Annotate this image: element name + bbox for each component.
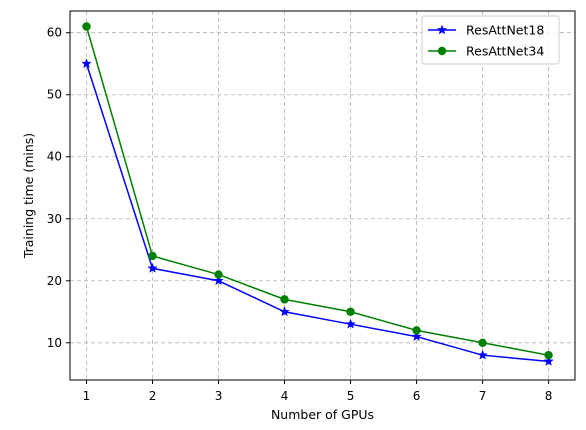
data-point-resattnet34 bbox=[412, 326, 421, 335]
x-tick-label: 7 bbox=[479, 389, 487, 403]
legend: ResAttNet18 ResAttNet34 bbox=[421, 15, 560, 65]
legend-label: ResAttNet34 bbox=[466, 44, 544, 59]
series-resattnet34 bbox=[82, 22, 553, 360]
data-point-resattnet34 bbox=[148, 251, 157, 261]
data-point-resattnet18 bbox=[81, 58, 92, 69]
x-tick-label: 3 bbox=[215, 389, 223, 403]
data-point-resattnet18 bbox=[213, 275, 224, 286]
legend-box bbox=[421, 15, 560, 65]
y-tick-label: 30 bbox=[47, 212, 62, 226]
grid bbox=[70, 11, 575, 380]
x-tick-label: 6 bbox=[413, 389, 421, 403]
x-axis-label: Number of GPUs bbox=[271, 407, 374, 422]
y-axis: 10 20 30 40 50 60 bbox=[47, 26, 70, 350]
data-point-resattnet18 bbox=[477, 349, 488, 360]
data-point-resattnet34 bbox=[214, 270, 223, 279]
x-tick-label: 1 bbox=[83, 389, 91, 403]
x-tick-label: 8 bbox=[545, 389, 553, 403]
data-point-resattnet34 bbox=[544, 350, 553, 360]
series-line-resattnet18 bbox=[85, 63, 549, 363]
data-point-resattnet34 bbox=[478, 338, 487, 347]
data-point-resattnet18 bbox=[411, 331, 422, 342]
x-tick-label: 5 bbox=[347, 389, 355, 403]
y-tick-label: 20 bbox=[47, 274, 62, 288]
y-axis-label: Training time (mins) bbox=[21, 133, 36, 259]
series-resattnet18 bbox=[81, 58, 554, 366]
data-point-resattnet18 bbox=[279, 306, 290, 317]
legend-label: ResAttNet18 bbox=[466, 23, 544, 38]
y-tick-label: 10 bbox=[47, 336, 62, 350]
x-tick-label: 2 bbox=[149, 389, 157, 403]
y-tick-label: 60 bbox=[47, 26, 62, 40]
y-tick-label: 40 bbox=[47, 150, 62, 164]
legend-item-resattnet18: ResAttNet18 bbox=[428, 23, 544, 38]
data-point-resattnet18 bbox=[345, 318, 356, 329]
data-point-resattnet18 bbox=[147, 262, 158, 273]
legend-marker bbox=[436, 24, 448, 35]
legend-marker bbox=[437, 46, 447, 56]
plot-frame bbox=[69, 10, 576, 381]
data-point-resattnet34 bbox=[82, 22, 91, 31]
legend-item-resattnet34: ResAttNet34 bbox=[428, 44, 544, 59]
data-point-resattnet34 bbox=[280, 295, 289, 304]
x-axis: 1 2 3 4 5 6 7 8 bbox=[83, 380, 553, 403]
series-layer bbox=[81, 22, 554, 366]
x-tick-label: 4 bbox=[281, 389, 289, 403]
series-line-resattnet34 bbox=[85, 26, 549, 356]
y-tick-label: 50 bbox=[47, 88, 62, 102]
data-point-resattnet34 bbox=[346, 307, 355, 316]
data-point-resattnet18 bbox=[543, 355, 554, 366]
